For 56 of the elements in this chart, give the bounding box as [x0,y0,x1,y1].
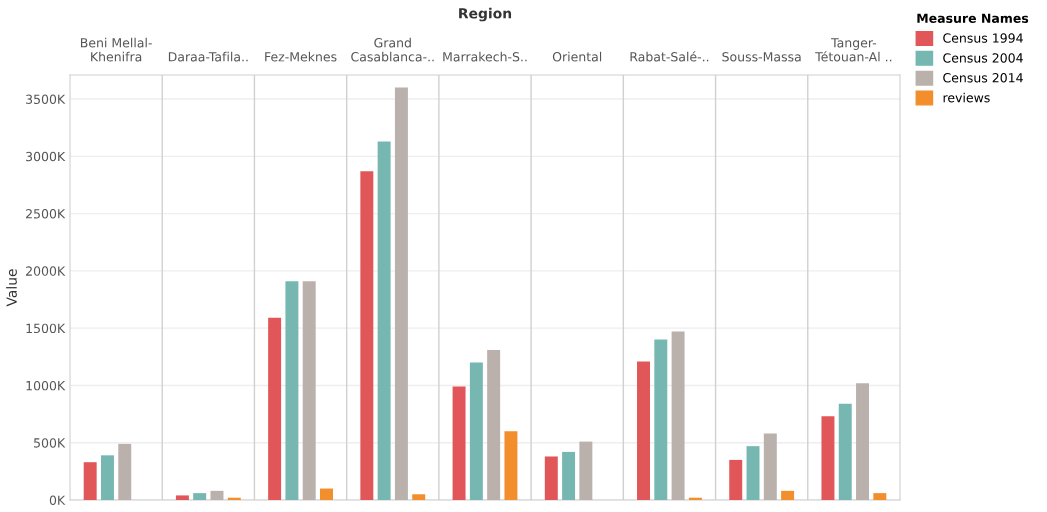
x-tick-label: Souss-Massa [722,52,801,62]
y-tick-label: 1000K [26,380,66,391]
bar [838,403,852,500]
bar [285,281,299,500]
legend-label: reviews [943,92,990,103]
bar [210,490,224,500]
x-tick-label: Rabat-Salé-.. [630,51,709,62]
bar [821,416,835,500]
bar [412,494,426,500]
bar [268,317,282,500]
bar [394,87,408,500]
x-tick-label: Daraa-Tafila.. [168,51,248,62]
legend-title: Measure Names [917,13,1029,23]
bar [504,431,518,500]
bar [469,362,483,500]
bar [562,451,576,500]
bar [654,339,668,500]
bar [544,456,558,500]
y-tick-label: 3000K [26,151,66,162]
legend-label: Census 2014 [943,73,1023,83]
legend-label: Census 1994 [943,33,1023,43]
y-tick-label: 0K [49,495,66,505]
bar [302,281,316,500]
bar [193,493,207,500]
bar [360,171,374,500]
bar [377,141,391,500]
legend-label: Census 2004 [943,53,1023,63]
y-tick-label: 1500K [26,323,66,334]
bar [781,490,795,500]
x-tick-label: Grand Casablanca-.. [351,37,434,62]
bar [175,495,189,500]
x-tick-label: Tanger- Tétouan-Al .. [815,38,892,62]
bar [671,331,685,500]
bar [746,446,760,500]
y-tick-label: 3500K [26,94,66,104]
bar [763,433,777,500]
x-tick-label: Marrakech-S.. [443,51,527,62]
bar [83,462,97,500]
bar [579,441,593,500]
x-tick-label: Beni Mellal- Khenifra [80,37,152,62]
y-tick-label: 2000K [26,266,66,276]
bar [873,493,887,500]
bar [856,383,870,500]
y-axis-title: Value [6,269,17,307]
x-tick-label: Oriental [552,51,602,62]
x-axis-title: Region [459,7,512,22]
y-tick-label: 500K [34,438,66,448]
x-tick-label: Fez-Meknes [265,51,337,62]
bar [729,459,743,500]
bar [487,349,501,500]
bar [118,443,132,500]
bar [452,386,466,500]
y-tick-label: 2500K [26,209,66,219]
bar [100,455,114,500]
bar [320,488,333,500]
bar [637,361,650,500]
